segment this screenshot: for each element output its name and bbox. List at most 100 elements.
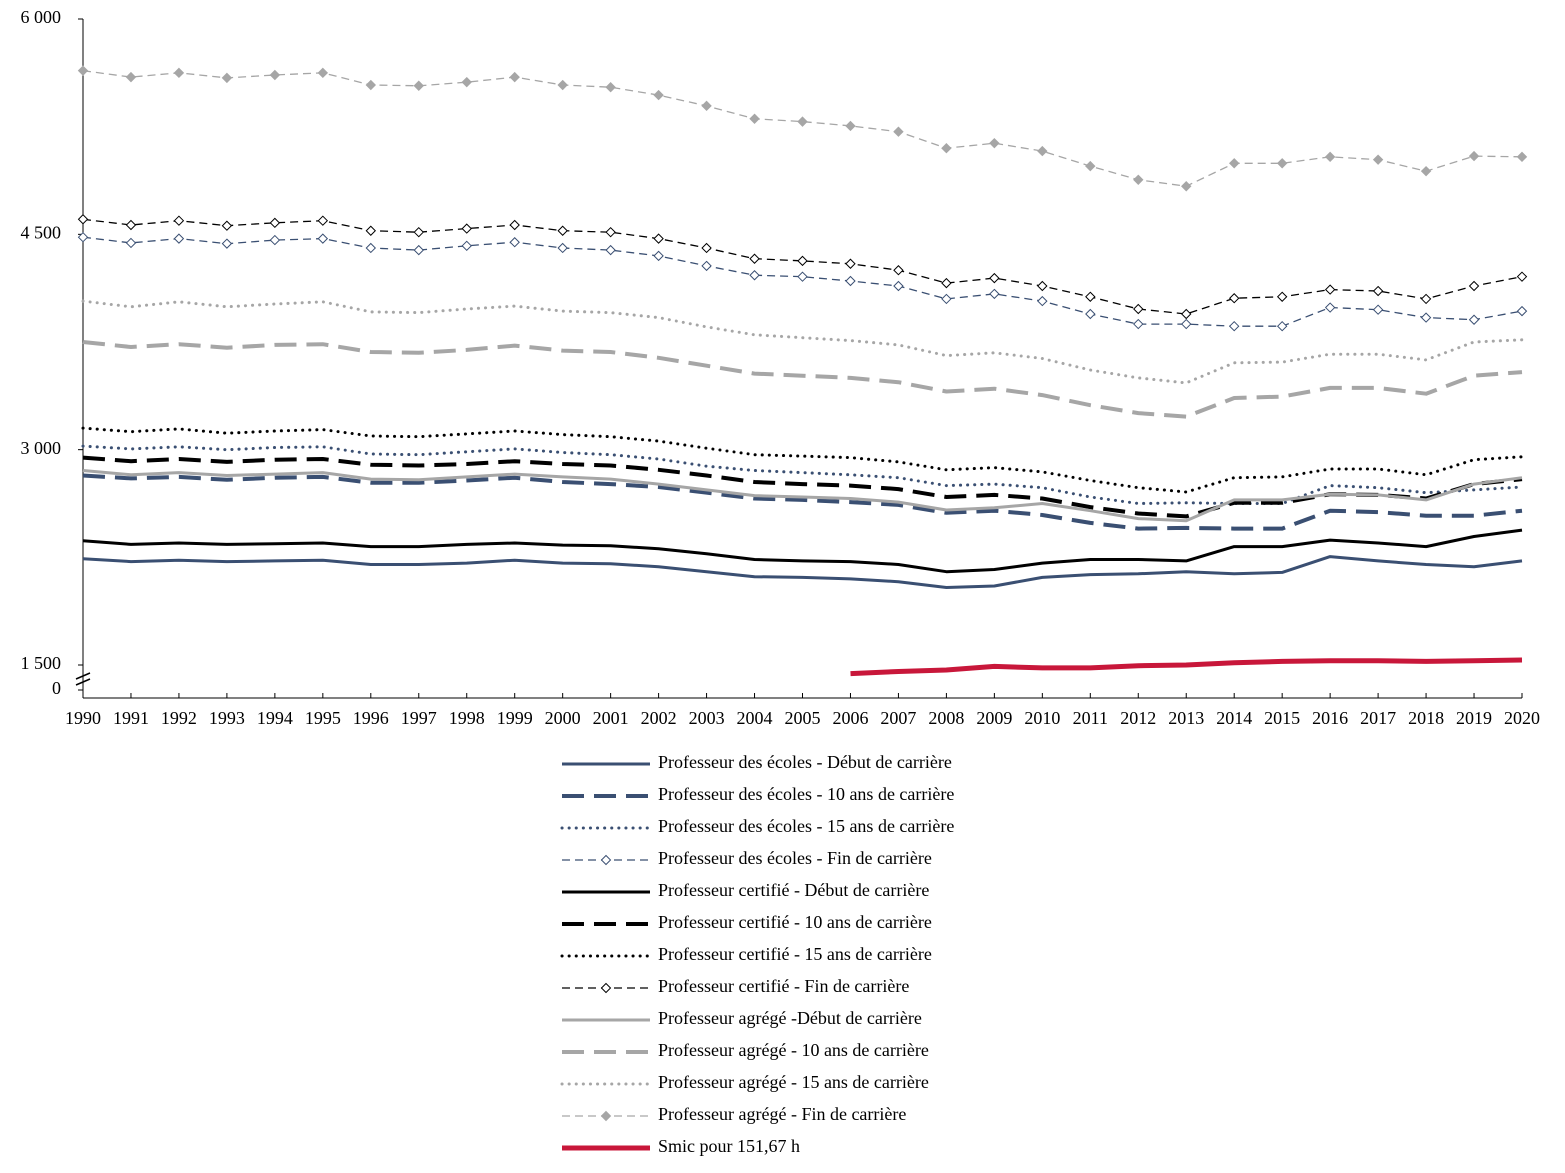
x-tick-label: 1998 [449,708,485,728]
marker [1085,291,1096,302]
marker [893,280,904,292]
marker [125,219,137,231]
marker [173,233,185,244]
series-line [850,657,1523,677]
marker [1085,160,1096,172]
series-line [81,426,1524,494]
marker [1228,158,1240,169]
series-line [82,70,1523,187]
x-tick-label: 2018 [1408,708,1444,728]
x-tick-label: 2015 [1264,708,1300,728]
marker [269,217,281,229]
marker [317,67,329,79]
x-tick-label: 2010 [1024,708,1060,728]
series-line [82,555,1523,589]
marker [509,71,520,83]
marker [557,79,568,91]
marker [413,80,424,91]
marker [1516,305,1528,317]
marker [557,225,568,236]
marker [1133,318,1144,330]
y-tick-label: 4 500 [21,222,62,242]
marker [1181,181,1192,192]
x-tick-label: 2014 [1216,708,1252,728]
legend-label: Professeur des écoles - 15 ans de carriè… [658,816,954,836]
marker [653,89,664,101]
marker [1420,165,1432,177]
series-line [82,218,1523,315]
marker [941,142,952,154]
marker [1228,321,1240,332]
legend-label: Smic pour 151,67 h [658,1136,800,1156]
marker [221,220,233,231]
x-tick-label: 2009 [976,708,1012,728]
x-tick-label: 2013 [1168,708,1204,728]
x-tick-label: 2012 [1120,708,1156,728]
y-tick-label: 0 [52,678,61,698]
legend-label: Professeur certifié - Fin de carrière [658,976,909,996]
marker [413,244,424,256]
marker [1181,308,1192,320]
marker [1085,308,1096,320]
legend-marker [600,1110,612,1122]
axis-break [75,678,91,686]
marker [1324,302,1336,313]
marker [1037,295,1048,307]
marker [461,240,472,252]
legend-label: Professeur des écoles - 10 ans de carriè… [658,784,954,804]
x-tick-label: 2007 [880,708,916,728]
marker [605,226,616,238]
x-tick-label: 1992 [161,708,197,728]
marker [413,226,424,238]
x-tick-label: 1995 [305,708,341,728]
legend-label: Professeur certifié - 15 ans de carrière [658,944,932,964]
marker [797,271,808,282]
x-tick-label: 2020 [1504,708,1540,728]
marker [1133,303,1144,315]
marker [989,137,1000,149]
x-tick-label: 2006 [832,708,868,728]
marker [1037,280,1048,292]
legend-label: Professeur agrégé - 10 ans de carrière [658,1040,929,1060]
legend-marker [600,982,612,994]
marker [653,233,664,244]
marker [1037,145,1048,157]
legend-marker [600,854,612,866]
legend-label: Professeur agrégé - Fin de carrière [658,1104,906,1124]
marker [1228,293,1240,304]
marker [221,72,233,84]
marker [269,69,281,81]
marker [1420,312,1432,323]
marker [125,71,137,83]
legend-label: Professeur agrégé -Début de carrière [658,1008,922,1028]
series-line [82,473,1523,531]
x-tick-label: 1991 [113,708,149,728]
marker [989,288,1000,300]
marker [701,242,712,254]
legend-label: Professeur agrégé - 15 ans de carrière [658,1072,929,1092]
marker [221,238,233,249]
marker [845,120,856,132]
marker [1276,158,1288,169]
marker [941,277,952,289]
marker [509,219,520,231]
marker [1372,304,1384,315]
marker [1468,150,1480,162]
x-tick-label: 2001 [593,708,629,728]
marker [1133,174,1144,185]
series-line [82,469,1523,523]
marker [1324,284,1336,295]
marker [509,237,520,248]
marker [1420,293,1432,305]
marker [1276,321,1288,332]
series-line [81,444,1524,505]
marker [1372,154,1384,165]
legend-label: Professeur des écoles - Début de carrièr… [658,752,952,772]
x-tick-label: 2000 [545,708,581,728]
marker [893,126,904,137]
x-tick-label: 1994 [257,708,293,728]
series-line [82,528,1523,574]
series-line [82,455,1523,519]
marker [1181,318,1192,330]
